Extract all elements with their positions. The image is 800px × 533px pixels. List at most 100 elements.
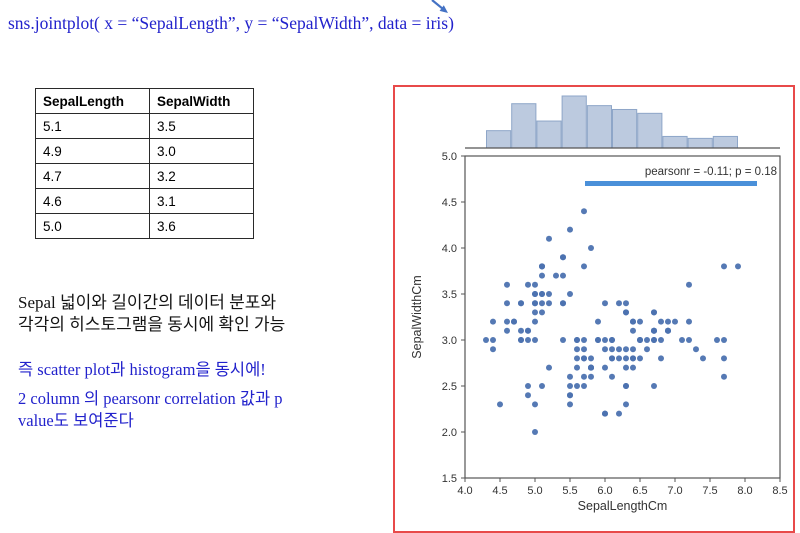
plot-spine [464, 155, 781, 479]
scatter-point [560, 272, 566, 279]
iris-table-head-row: SepalLength SepalWidth [35, 88, 254, 114]
scatter-point [574, 364, 580, 371]
iris-table-body: 5.1 3.5 4.9 3.0 4.7 3.2 4.6 3.1 5.0 3.6 [35, 113, 254, 239]
scatter-point [623, 401, 629, 408]
scatter-point [581, 373, 587, 380]
scatter-point [602, 364, 608, 371]
y-axis-tick-label: 3.5 [442, 289, 457, 301]
table-cell: 4.6 [35, 188, 150, 214]
scatter-point [686, 318, 692, 325]
table-row: 4.9 3.0 [35, 138, 254, 164]
scatter-point [686, 281, 692, 288]
note-pearsonr-value: 2 column 의 pearsonr correlation 값과 p val… [18, 389, 283, 430]
histogram-bar [712, 135, 738, 149]
scatter-point [721, 337, 727, 343]
scatter-point [693, 346, 699, 353]
scatter-point [637, 337, 643, 343]
x-axis-label: SepalLengthCm [578, 499, 668, 513]
table-row: 5.1 3.5 [35, 113, 254, 139]
table-cell: 4.7 [35, 163, 150, 189]
scatter-point [525, 383, 531, 389]
scatter-point [525, 327, 531, 334]
scatter-point [630, 318, 636, 325]
scatter-point [658, 355, 664, 362]
scatter-point [567, 226, 573, 233]
scatter-point [658, 318, 664, 325]
scatter-point [504, 318, 510, 325]
histogram-bar [612, 108, 638, 149]
scatter-point [721, 263, 727, 270]
scatter-point [567, 401, 573, 408]
scatter-point [574, 337, 580, 343]
scatter-point [595, 337, 601, 343]
scatter-point [539, 291, 545, 297]
code-line: sns.jointplot( x = “SepalLength”, y = “S… [8, 13, 454, 33]
scatter-point [525, 392, 531, 399]
histogram-bar [687, 137, 713, 149]
y-axis-tick-label: 2.5 [442, 381, 457, 393]
scatter-point [721, 355, 727, 362]
scatter-point [616, 410, 622, 417]
note-scatter-histogram: 즉 scatter plot과 histogram을 동시에! [18, 360, 266, 379]
scatter-point [532, 318, 538, 325]
table-cell: 3.2 [149, 163, 254, 189]
scatter-point [644, 337, 650, 343]
pearsonr-underline [585, 181, 757, 186]
scatter-point [658, 337, 664, 343]
y-axis-tick-label: 2.0 [442, 427, 457, 439]
pearsonr-annotation: pearsonr = -0.11; p = 0.18 [645, 166, 777, 178]
iris-preview-table: SepalLength SepalWidth 5.1 3.5 4.9 3.0 4.7 3.2… [35, 88, 254, 239]
scatter-point [644, 346, 650, 353]
scatter-point [504, 327, 510, 334]
scatter-point [525, 337, 531, 343]
scatter-point [602, 346, 608, 353]
x-axis-tick-label: 6.0 [597, 485, 612, 497]
y-axis-tick-label: 4.5 [442, 197, 457, 209]
scatter-point [581, 355, 587, 362]
y-axis-tick-label: 5.0 [442, 151, 457, 163]
histogram-bar [561, 95, 587, 149]
scatter-point [588, 364, 594, 371]
table-cell: 3.6 [149, 213, 254, 239]
scatter-point [511, 318, 517, 325]
scatter-point [630, 327, 636, 334]
scatter-point [623, 300, 629, 307]
scatter-point [532, 291, 538, 297]
scatter-point [581, 263, 587, 270]
scatter-point [532, 281, 538, 288]
x-axis-tick-label: 4.5 [492, 485, 507, 497]
y-axis-tick-label: 4.0 [442, 243, 457, 255]
scatter-point [623, 364, 629, 371]
scatter-point [483, 337, 489, 343]
scatter-point [588, 355, 594, 362]
scatter-point [539, 272, 545, 279]
scatter-point [574, 355, 580, 362]
note-description: Sepal 넓이와 길이간의 데이터 분포와 각각의 히스토그램을 동시에 확인… [18, 293, 286, 334]
scatter-point [630, 346, 636, 353]
scatter-point [679, 337, 685, 343]
scatter-point [581, 208, 587, 215]
x-axis-tick-label: 7.5 [702, 485, 717, 497]
scatter-point [567, 392, 573, 399]
scatter-point [665, 318, 671, 325]
scatter-point [602, 337, 608, 343]
histogram-bar [511, 103, 537, 149]
scatter-point [560, 300, 566, 307]
scatter-point [525, 281, 531, 288]
scatter-point [518, 300, 524, 307]
scatter-point [532, 300, 538, 307]
scatter-point [616, 346, 622, 353]
scatter-point [616, 300, 622, 307]
scatter-point [504, 300, 510, 307]
x-axis-tick-label: 5.5 [562, 485, 577, 497]
x-axis-tick-label: 5.0 [527, 485, 542, 497]
histogram-bar [486, 130, 512, 149]
scatter-point [651, 383, 657, 389]
scatter-point [609, 337, 615, 343]
histogram-bar [637, 112, 663, 149]
scatter-point [637, 318, 643, 325]
scatter-point [609, 346, 615, 353]
scatter-point [546, 235, 552, 242]
scatter-point [490, 337, 496, 343]
scatter-point [581, 383, 587, 389]
